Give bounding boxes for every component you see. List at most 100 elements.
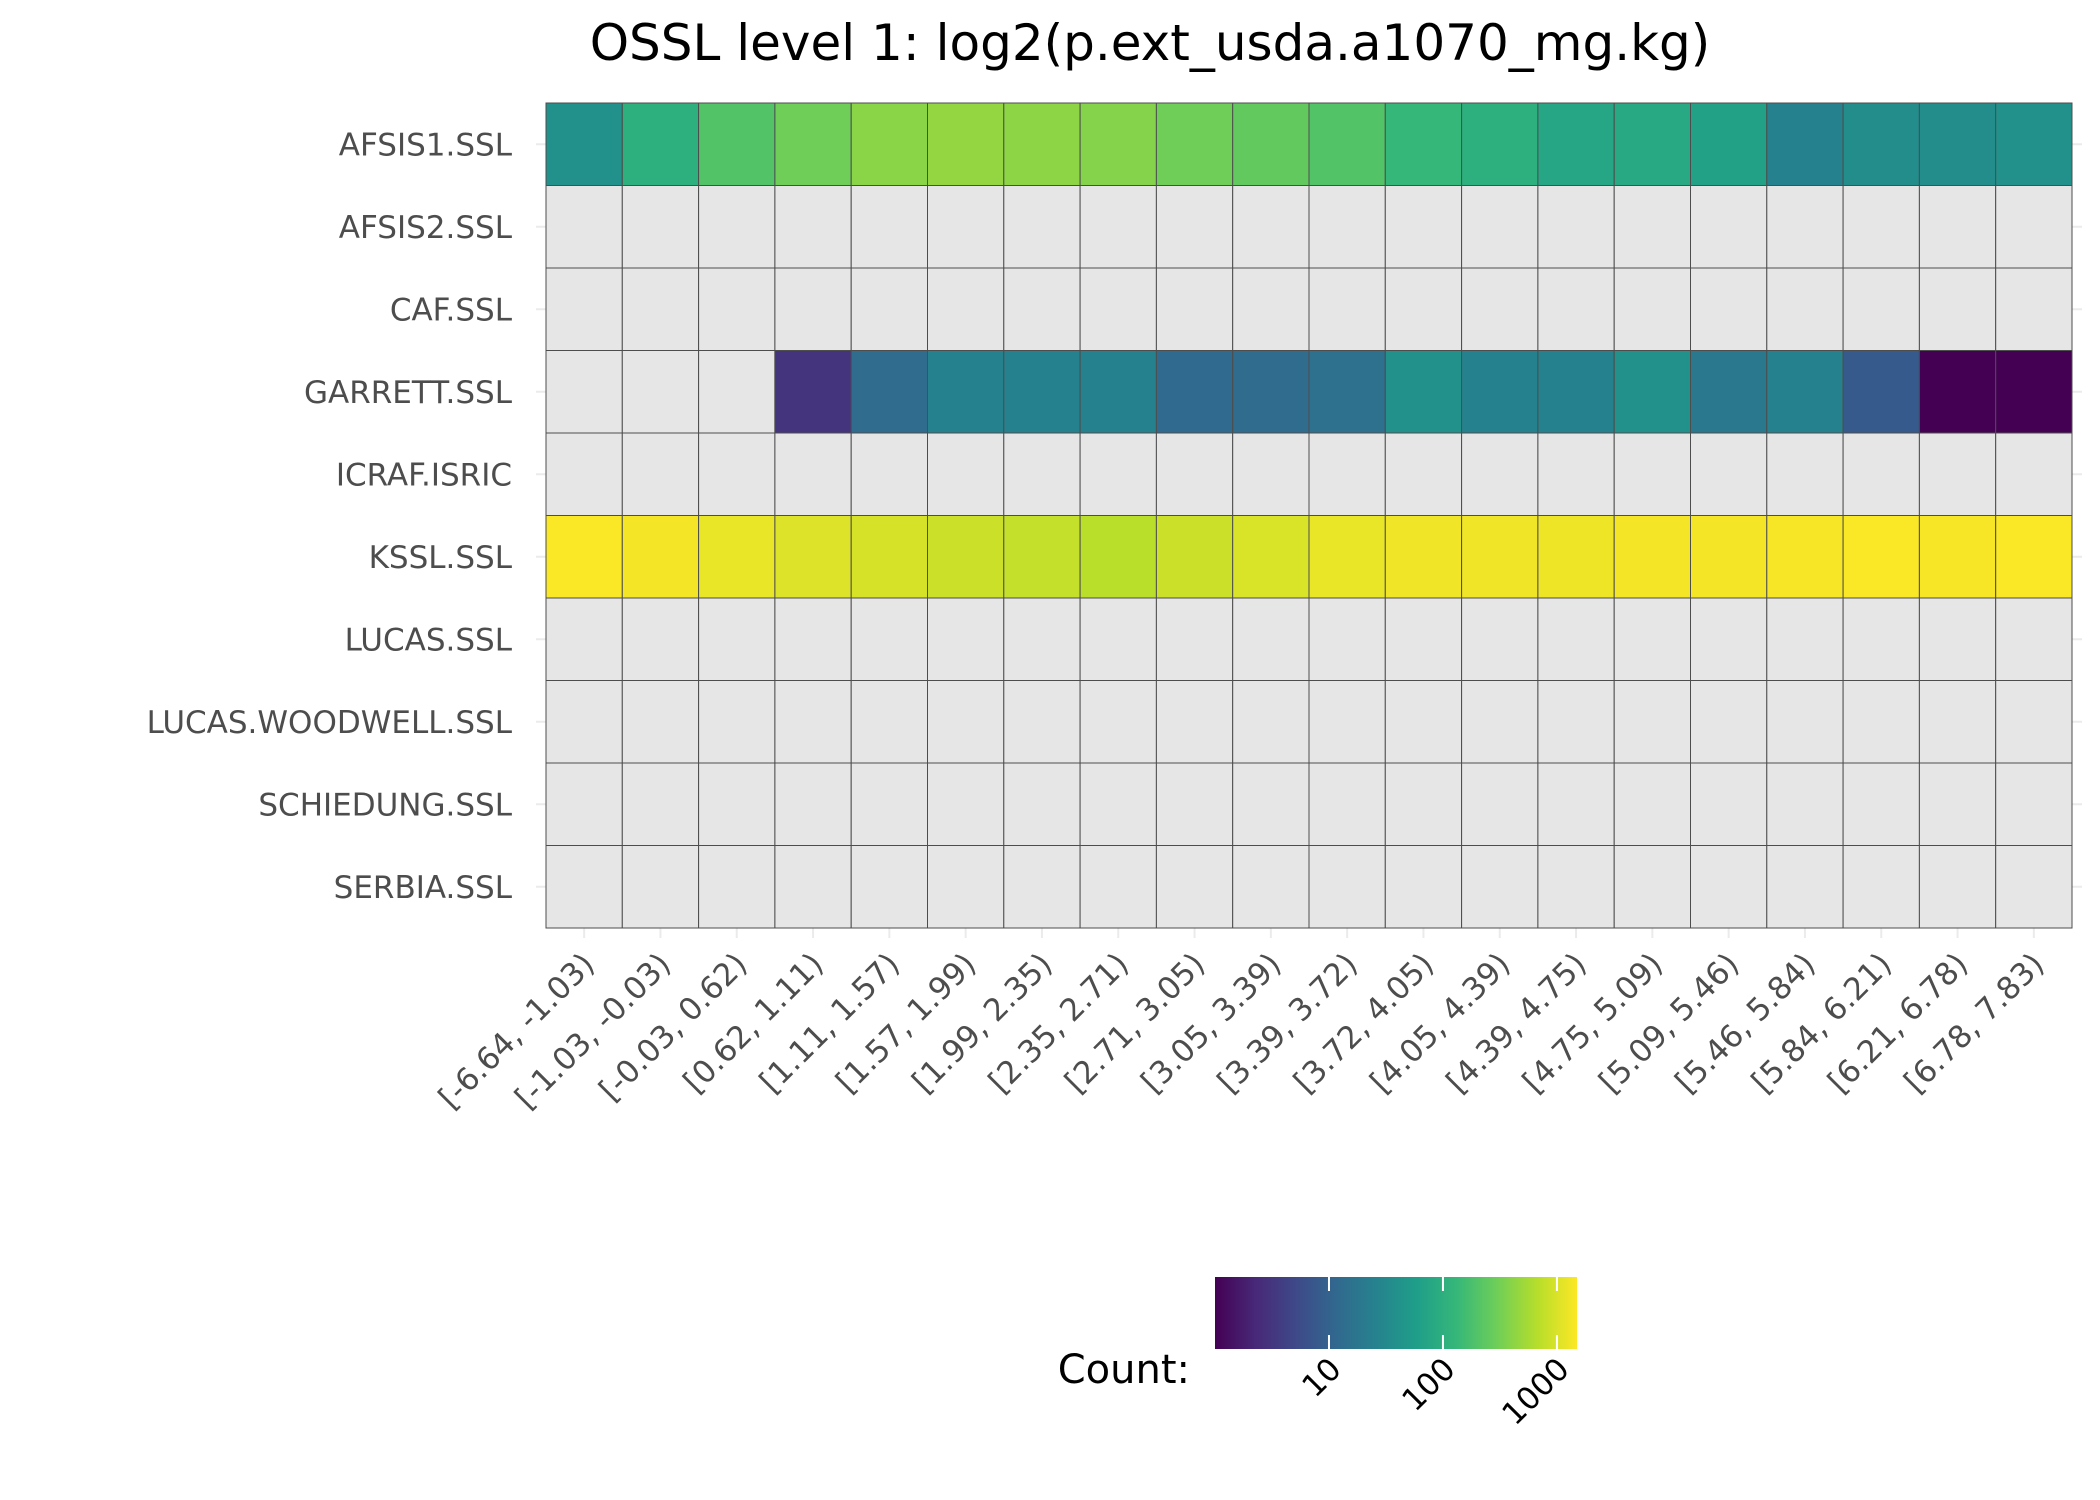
heatmap-cell — [1842, 432, 1920, 516]
heatmap-cell — [774, 185, 852, 269]
heatmap-cell — [1384, 680, 1463, 764]
heatmap-cell — [1690, 762, 1768, 846]
heatmap-cell — [1079, 762, 1157, 846]
heatmap-cell — [1461, 845, 1539, 929]
heatmap-cell — [1155, 680, 1234, 764]
heatmap-cell — [1842, 845, 1920, 929]
heatmap-cell — [1232, 432, 1310, 516]
heatmap-cell — [850, 762, 929, 846]
heatmap-cell — [1308, 267, 1386, 351]
heatmap-cell — [1232, 515, 1310, 599]
heatmap-cell — [1079, 680, 1157, 764]
heatmap-cell — [1995, 515, 2073, 599]
y-axis: AFSIS1.SSL AFSIS2.SSL CAF.SSL GARRETT.SSL IC… — [147, 127, 513, 906]
heatmap-cell — [1537, 597, 1615, 681]
heatmap-cell — [1766, 267, 1844, 351]
heatmap-cell — [1308, 102, 1386, 186]
heatmap-cell — [1461, 102, 1539, 186]
heatmap-cell — [1155, 515, 1234, 599]
heatmap-cell — [1995, 102, 2073, 186]
heatmap-cell — [1537, 845, 1615, 929]
heatmap-cell — [698, 845, 776, 929]
heatmap-cell — [1155, 102, 1234, 186]
heatmap-cell — [1842, 350, 1920, 434]
heatmap-cell — [621, 762, 700, 846]
legend-tick-label: 1000 — [1495, 1351, 1576, 1432]
heatmap-cell — [1384, 185, 1463, 269]
heatmap-cell — [1079, 185, 1157, 269]
heatmap-cell — [545, 680, 623, 764]
heatmap-cell — [1384, 350, 1463, 434]
heatmap-cell — [1613, 102, 1691, 186]
heatmap-cell — [774, 762, 852, 846]
heatmap-cell — [1766, 845, 1844, 929]
heatmap-cell — [1613, 267, 1691, 351]
heatmap-cell — [1155, 845, 1234, 929]
heatmap-cell — [1537, 350, 1615, 434]
heatmap-cell — [927, 845, 1005, 929]
heatmap-cell — [545, 845, 623, 929]
heatmap-cell — [1232, 267, 1310, 351]
heatmap-cell — [1232, 102, 1310, 186]
heatmap-cell — [1384, 102, 1463, 186]
heatmap-cell — [1918, 762, 1997, 846]
heatmap-cell — [774, 102, 852, 186]
heatmap-cell — [621, 432, 700, 516]
heatmap-cell — [1690, 102, 1768, 186]
heatmap-cell — [1613, 597, 1691, 681]
heatmap-cell — [1690, 432, 1768, 516]
heatmap-cell — [1842, 102, 1920, 186]
heatmap-cell — [1308, 680, 1386, 764]
heatmap-cell — [1995, 350, 2073, 434]
heatmap-cell — [1842, 597, 1920, 681]
heatmap-cell — [1308, 350, 1386, 434]
heatmap-cell — [545, 185, 623, 269]
heatmap-cell — [698, 267, 776, 351]
heatmap-cell — [927, 515, 1005, 599]
heatmap-cell — [850, 267, 929, 351]
heatmap-cell — [1842, 515, 1920, 599]
heatmap-cell — [850, 597, 929, 681]
heatmap-cell — [1308, 845, 1386, 929]
x-axis: [-6.64, -1.03)[-1.03, -0.03)[-0.03, 0.62… — [432, 946, 2052, 1116]
heatmap-cell — [927, 350, 1005, 434]
heatmap-cell — [1690, 597, 1768, 681]
heatmap-cell — [1766, 515, 1844, 599]
heatmap-cell — [1537, 762, 1615, 846]
heatmap-cell — [621, 845, 700, 929]
heatmap-cell — [1308, 515, 1386, 599]
heatmap-cell — [774, 267, 852, 351]
heatmap-cell — [545, 515, 623, 599]
heatmap-cell — [545, 102, 623, 186]
heatmap-cell — [1995, 680, 2073, 764]
heatmap-cell — [1918, 350, 1997, 434]
heatmap-cell — [774, 845, 852, 929]
heatmap-cell — [621, 597, 700, 681]
heatmap-cell — [1232, 597, 1310, 681]
heatmap-cell — [1384, 597, 1463, 681]
heatmap-cell — [850, 185, 929, 269]
heatmap-cell — [1079, 350, 1157, 434]
heatmap-cell — [1384, 267, 1463, 351]
heatmap-cell — [927, 185, 1005, 269]
legend-title: Count: — [1058, 1347, 1190, 1393]
heatmap-cell — [621, 515, 700, 599]
heatmap-cell — [1690, 515, 1768, 599]
heatmap-cell — [1079, 597, 1157, 681]
heatmap-cell — [774, 515, 852, 599]
heatmap-cell — [698, 515, 776, 599]
y-tick-label: LUCAS.WOODWELL.SSL — [147, 705, 513, 741]
heatmap-cell — [1766, 102, 1844, 186]
heatmap-cell — [1003, 432, 1081, 516]
plot-area — [536, 102, 2082, 938]
heatmap-cell — [1766, 762, 1844, 846]
heatmap-cell — [1918, 267, 1997, 351]
y-tick-label: CAF.SSL — [390, 292, 513, 328]
heatmap-cell — [1079, 267, 1157, 351]
heatmap-cell — [1995, 762, 2073, 846]
heatmap-cell — [1918, 102, 1997, 186]
heatmap-cell — [1613, 515, 1691, 599]
heatmap-cell — [1995, 185, 2073, 269]
heatmap-cell — [1384, 432, 1463, 516]
heatmap-cell — [1461, 762, 1539, 846]
